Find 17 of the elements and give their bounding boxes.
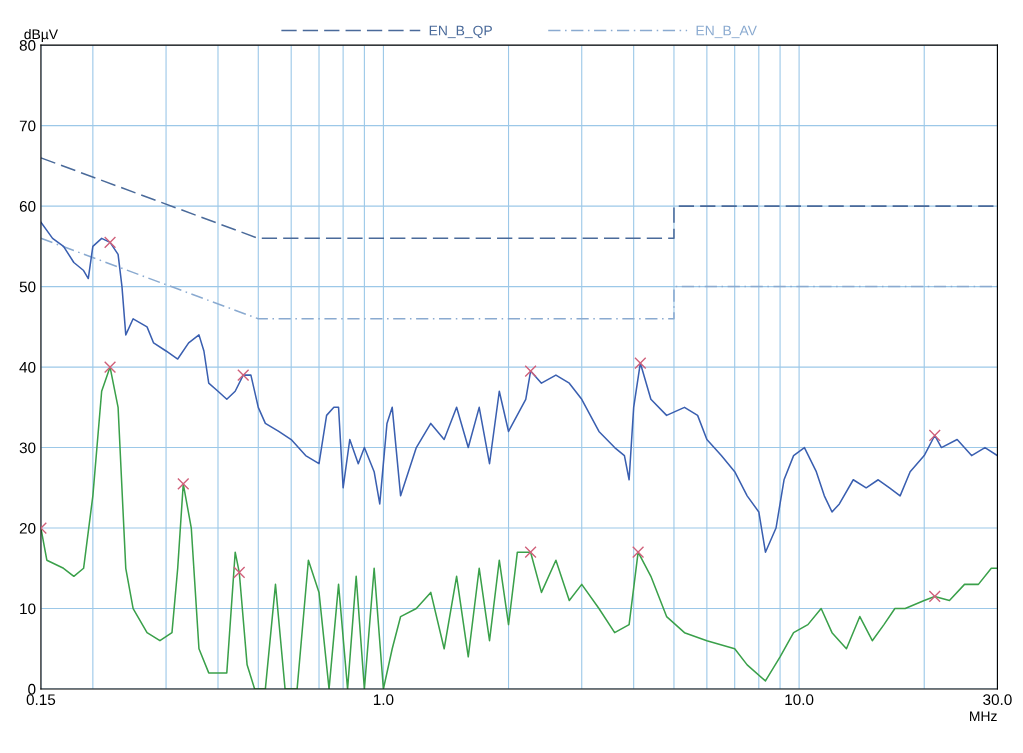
text: EN_B_QP — [429, 25, 492, 39]
x-tick-label: 0.15 — [26, 694, 56, 706]
y-tick-label: 0 — [28, 683, 36, 695]
y-tick-label: 20 — [19, 522, 36, 534]
y-tick-label: 10 — [20, 603, 36, 615]
y-axis-title: dBµV — [24, 29, 58, 42]
y-tick-label: 30 — [19, 442, 36, 454]
y-tick-label: 60 — [19, 201, 36, 212]
y-tick-label: 40 — [19, 361, 36, 373]
x-axis-title: MHz — [970, 711, 997, 721]
text: EN_B_AV — [696, 25, 757, 39]
x-tick-label: 1.0 — [373, 694, 394, 706]
x-tick-label: 10.0 — [785, 694, 814, 706]
y-tick-label: 70 — [19, 120, 36, 132]
y-tick-label: 80 — [19, 40, 36, 51]
y-tick-label: 50 — [19, 281, 36, 293]
x-tick-label: 30.0 — [983, 694, 1012, 706]
